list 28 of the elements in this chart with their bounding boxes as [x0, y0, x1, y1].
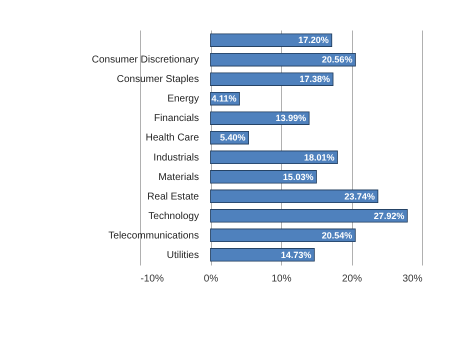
y-tick-label: Utilities — [166, 250, 199, 261]
y-tick-label: Energy — [167, 94, 199, 105]
y-tick-label: Industrials — [153, 152, 199, 164]
data-label: 15.03% — [282, 172, 314, 182]
data-label: 27.92% — [374, 210, 404, 221]
data-label: 23.74% — [344, 191, 375, 202]
x-tick-label: 10% — [271, 274, 292, 284]
y-tick-label: Health Care — [146, 132, 200, 144]
x-tick-label: 30% — [402, 274, 423, 284]
data-label: 20.56% — [322, 54, 352, 65]
data-label: 14.73% — [280, 250, 312, 260]
y-tick-label: Telecommunications — [108, 230, 199, 242]
x-tick-label: 20% — [342, 274, 362, 284]
y-tick-label: Financials — [154, 113, 199, 124]
y-tick-label: Materials — [158, 172, 199, 183]
x-tick-label: -10% — [140, 274, 164, 284]
data-label: 20.54% — [322, 230, 352, 240]
data-label: 4.11% — [211, 94, 236, 104]
data-label: 17.38% — [300, 74, 330, 84]
y-tick-label: Real Estate — [147, 191, 200, 202]
y-tick-label: Consumer Discretionary — [92, 54, 199, 66]
y-tick-label: Technology — [148, 210, 199, 222]
data-label: 5.40% — [220, 132, 246, 143]
data-label: 13.99% — [276, 113, 306, 124]
y-tick-label: Consumer Staples — [116, 74, 199, 86]
data-label: 18.01% — [304, 152, 334, 162]
x-tick-label: 0% — [204, 274, 218, 284]
data-label: 17.20% — [298, 35, 329, 46]
